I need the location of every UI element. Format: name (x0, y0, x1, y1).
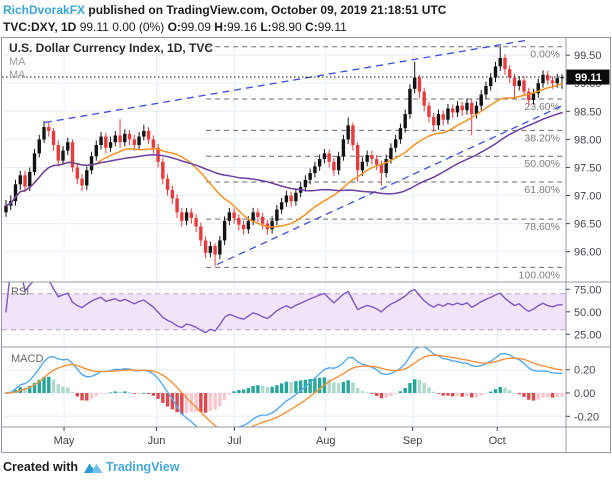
svg-text:23.60%: 23.60% (524, 101, 560, 113)
svg-text:50.00: 50.00 (574, 307, 602, 319)
macd-pane-label: MACD (11, 353, 43, 365)
username-link[interactable]: RichDvorakFX (3, 3, 86, 17)
trend-channel (44, 40, 566, 266)
pane-separators (2, 38, 610, 452)
svg-text:0.00%: 0.00% (530, 49, 560, 61)
created-with-text: Created with (3, 460, 79, 474)
price-axis: 99.5099.0098.5098.0097.5097.0096.5096.00… (566, 50, 602, 423)
high-value: 99.16 (226, 20, 257, 34)
svg-text:-0.20: -0.20 (574, 411, 599, 423)
footer: Created with TradingView (3, 460, 179, 474)
svg-text:98.50: 98.50 (574, 106, 602, 118)
svg-text:96.00: 96.00 (574, 247, 602, 259)
svg-text:100.00%: 100.00% (519, 269, 560, 281)
macd-signal-line (5, 354, 563, 427)
svg-text:50.00%: 50.00% (524, 158, 560, 170)
svg-text:99.50: 99.50 (574, 50, 602, 62)
high-label: H: (214, 20, 227, 34)
svg-text:0.20: 0.20 (574, 365, 595, 377)
symbol-info-line: TVC:DXY, 1D 99.11 0.00 (0%) O:99.09 H:99… (3, 19, 446, 35)
rsi-line (5, 282, 563, 334)
tradingview-brand-link[interactable]: TradingView (106, 460, 180, 474)
svg-text:May: May (54, 435, 75, 447)
grid-lines (2, 40, 566, 427)
svg-text:96.50: 96.50 (574, 219, 602, 231)
svg-text:Oct: Oct (489, 435, 506, 447)
tradingview-logo-icon (84, 463, 103, 473)
low-label: L: (260, 20, 272, 34)
svg-text:61.80%: 61.80% (524, 184, 560, 196)
byline-text: published on TradingView.com, October 09… (85, 3, 447, 17)
header: RichDvorakFX published on TradingView.co… (3, 2, 446, 35)
fib-retracement: 0.00% 23.60% 38.20% 50.00% 61.80% 78.60% 100.0… (206, 46, 566, 281)
macd-line (5, 347, 563, 427)
time-axis: May Jun Jul Aug Sep Oct (54, 427, 506, 447)
close-label: C: (305, 20, 318, 34)
rsi-pane-label: RSI (11, 286, 29, 298)
svg-text:98.00: 98.00 (574, 134, 602, 146)
svg-text:25.00: 25.00 (574, 329, 602, 341)
svg-text:MACD: MACD (11, 353, 43, 365)
svg-text:Jun: Jun (148, 435, 166, 447)
close-value: 99.11 (317, 20, 347, 34)
svg-text:Jul: Jul (227, 435, 241, 447)
low-value: 98.90 (271, 20, 302, 34)
svg-text:Sep: Sep (403, 435, 423, 447)
svg-text:RSI: RSI (11, 286, 29, 298)
macd-histogram (4, 376, 564, 415)
svg-text:0.00: 0.00 (574, 388, 595, 400)
open-label: O: (167, 20, 181, 34)
price-change: 0.00 (0%) (112, 20, 165, 34)
byline: RichDvorakFX published on TradingView.co… (3, 2, 446, 18)
last-price: 99.11 (79, 20, 109, 34)
svg-text:Aug: Aug (316, 435, 336, 447)
svg-text:97.50: 97.50 (574, 162, 602, 174)
ma-fast-line (5, 83, 563, 228)
svg-text:38.20%: 38.20% (524, 132, 560, 144)
ma-slow-line (5, 111, 563, 207)
price-badge: 99.11 (566, 69, 610, 85)
symbol-name: TVC:DXY, 1D (3, 20, 77, 34)
chart-frame: 0.00% 23.60% 38.20% 50.00% 61.80% 78.60% 100.0… (1, 37, 611, 453)
svg-text:75.00: 75.00 (574, 284, 602, 296)
svg-text:78.60%: 78.60% (524, 221, 560, 233)
chart-canvas: 0.00% 23.60% 38.20% 50.00% 61.80% 78.60% 100.0… (2, 38, 610, 452)
open-value: 99.09 (180, 20, 211, 34)
rsi-band (2, 293, 566, 331)
svg-text:99.11: 99.11 (575, 72, 602, 84)
svg-text:97.00: 97.00 (574, 191, 602, 203)
